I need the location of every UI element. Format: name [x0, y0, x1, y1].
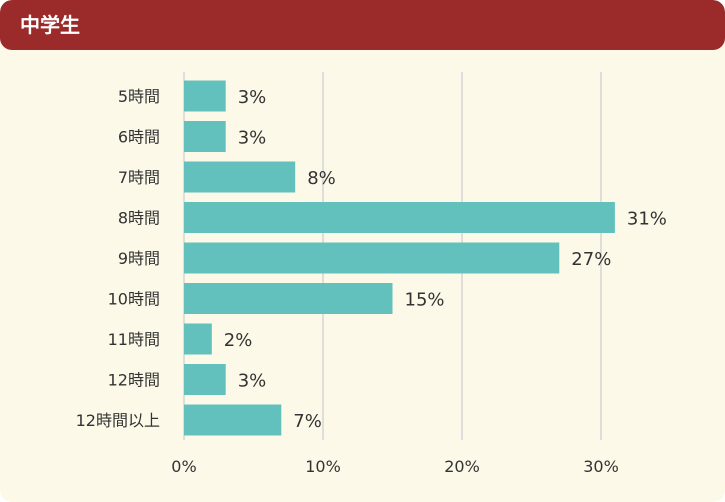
- chart-title: 中学生: [20, 13, 80, 37]
- category-label: 11時間: [108, 330, 160, 349]
- bar: [184, 323, 212, 355]
- value-label: 3%: [238, 87, 267, 108]
- bar: [184, 202, 615, 233]
- value-label: 27%: [571, 249, 611, 270]
- value-label: 3%: [238, 128, 267, 149]
- x-tick-label: 30%: [583, 457, 619, 476]
- category-label: 12時間: [108, 371, 160, 390]
- value-label: 8%: [307, 168, 336, 189]
- bar: [184, 80, 226, 112]
- bar: [184, 121, 226, 152]
- bar: [184, 364, 226, 395]
- value-label: 7%: [293, 411, 322, 432]
- category-label: 5時間: [118, 87, 160, 106]
- category-label: 12時間以上: [76, 411, 160, 430]
- value-label: 3%: [238, 371, 267, 392]
- bar: [184, 404, 282, 436]
- category-label: 9時間: [118, 249, 160, 268]
- x-tick-label: 20%: [444, 457, 480, 476]
- value-label: 15%: [405, 290, 445, 311]
- x-tick-label: 0%: [171, 457, 196, 476]
- value-label: 31%: [627, 209, 667, 230]
- bar: [184, 161, 296, 193]
- value-label: 2%: [224, 330, 253, 351]
- category-label: 8時間: [118, 209, 160, 228]
- bar: [184, 242, 560, 274]
- category-label: 7時間: [118, 168, 160, 187]
- x-tick-label: 10%: [305, 457, 341, 476]
- bar: [184, 283, 393, 314]
- category-label: 10時間: [108, 290, 160, 309]
- chart-header: 中学生: [0, 0, 725, 50]
- category-label: 6時間: [118, 128, 160, 147]
